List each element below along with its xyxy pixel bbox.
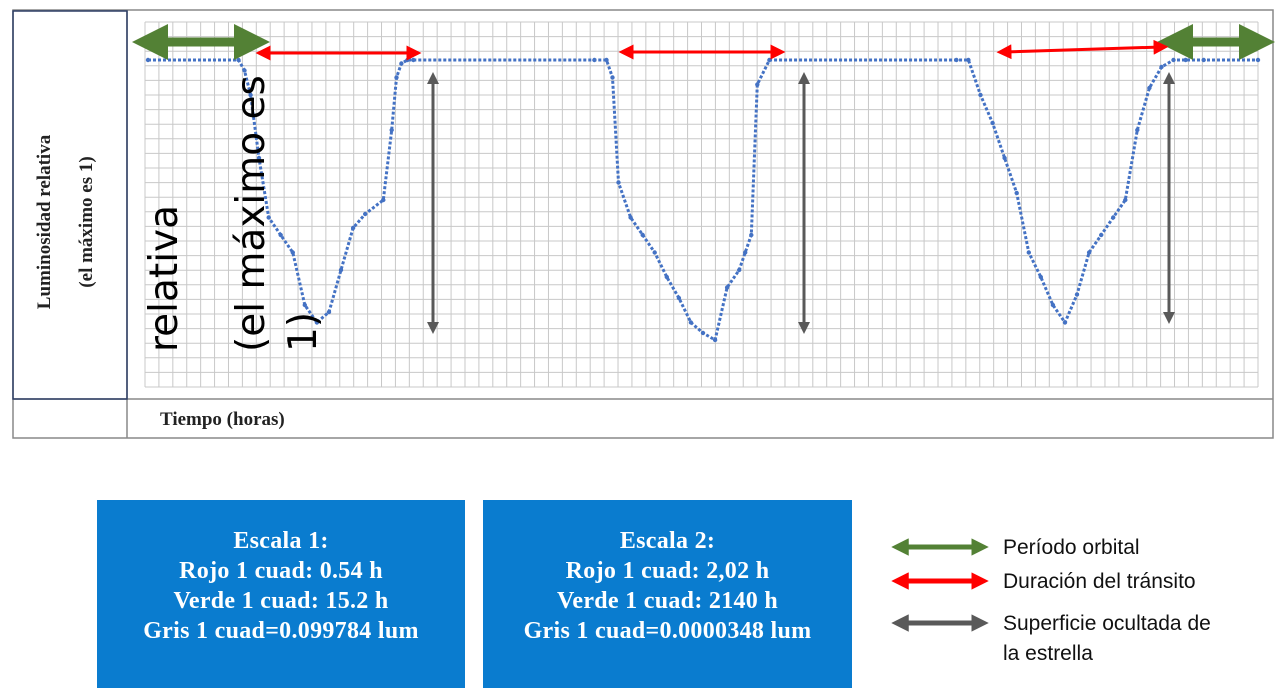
data-point <box>737 267 742 273</box>
data-point <box>1201 57 1206 63</box>
data-point <box>628 215 633 220</box>
data-point <box>236 57 241 63</box>
legend-label-surface: Superficie ocultada de <box>1003 612 1211 635</box>
legend-label-surface-2: la estrella <box>1003 642 1093 665</box>
data-point <box>1183 57 1188 63</box>
overlay-text-el-maximo: (el máximo es <box>229 75 274 352</box>
legend-label-transit: Duración del tránsito <box>1003 570 1196 593</box>
legend-label-period: Período orbital <box>1003 536 1140 559</box>
scale-box-2-title: Escala 2: <box>619 528 716 554</box>
data-point <box>990 120 995 126</box>
data-point <box>314 320 320 325</box>
data-point <box>248 92 253 98</box>
overlay-text-1: 1) <box>281 312 326 352</box>
legend-arrows <box>891 538 989 632</box>
overlay-text-relativa: relativa <box>142 205 187 352</box>
data-point <box>755 82 760 87</box>
data-point <box>966 57 971 63</box>
data-point <box>749 232 754 238</box>
data-point <box>1002 155 1007 161</box>
data-point <box>978 92 983 98</box>
data-point <box>290 250 295 255</box>
data-point <box>302 302 307 308</box>
data-point <box>411 57 416 63</box>
data-point <box>1255 57 1261 63</box>
data-point <box>1050 302 1056 308</box>
data-point <box>688 320 694 325</box>
data-point <box>266 215 271 220</box>
data-point <box>338 267 344 273</box>
ylabel-panel <box>12 10 128 400</box>
data-point <box>256 155 262 161</box>
data-point <box>724 285 730 290</box>
scale-box-1-gray: Gris 1 cuad=0.099784 lum <box>143 618 419 644</box>
data-point <box>405 57 410 63</box>
data-point <box>1099 232 1104 238</box>
data-point <box>743 250 748 255</box>
data-point <box>676 295 682 301</box>
ylabel-line1: Luminosidad relativa <box>34 134 55 309</box>
scale-box-1-red: Rojo 1 cuad: 0.54 h <box>179 558 383 584</box>
data-point <box>604 57 609 63</box>
scale-box-2-red: Rojo 1 cuad: 2,02 h <box>565 558 770 584</box>
data-point <box>1062 320 1068 325</box>
xlabel: Tiempo (horas) <box>160 409 285 430</box>
data-point <box>1026 250 1032 255</box>
scale-box-2-gray: Gris 1 cuad=0.0000348 lum <box>523 618 812 644</box>
data-point <box>664 274 669 280</box>
data-point <box>326 309 332 315</box>
data-point <box>242 68 247 73</box>
data-point <box>145 57 151 63</box>
data-point <box>700 330 706 336</box>
scale-box-1: Escala 1: Rojo 1 cuad: 0.54 h Verde 1 cu… <box>97 500 465 688</box>
scale-box-2-green: Verde 1 cuad: 2140 h <box>556 588 779 614</box>
data-point <box>394 75 399 80</box>
data-point <box>616 180 621 185</box>
scale-box-1-green: Verde 1 cuad: 15.2 h <box>173 588 389 614</box>
data-point <box>1135 127 1140 133</box>
data-point <box>363 211 368 217</box>
data-point <box>767 57 772 63</box>
data-point <box>592 57 597 63</box>
data-point <box>1147 85 1152 91</box>
ylabel-line2: (el máximo es 1) <box>76 156 97 287</box>
data-point <box>1074 292 1080 297</box>
data-point <box>610 75 615 80</box>
data-point <box>712 337 718 343</box>
data-point <box>1014 190 1019 196</box>
chart-outer-frame <box>12 9 1274 439</box>
data-point <box>652 250 657 255</box>
data-point <box>399 61 404 66</box>
data-point <box>954 57 959 63</box>
transit-arrow-3 <box>996 39 1169 60</box>
data-point <box>640 232 645 238</box>
scale-box-2: Escala 2: Rojo 1 cuad: 2,02 h Verde 1 cu… <box>483 500 852 688</box>
data-point <box>350 225 356 231</box>
data-point <box>1123 197 1128 203</box>
light-curve-line <box>148 58 1258 342</box>
data-point <box>1086 250 1092 255</box>
data-point <box>278 232 283 238</box>
data-point <box>1159 64 1164 70</box>
light-curve-chart: Luminosidad relativa (el máximo es 1) Ti… <box>12 9 1275 439</box>
data-point <box>381 197 386 203</box>
scale-box-1-title: Escala 1: <box>233 528 329 554</box>
data-point <box>1038 274 1044 280</box>
plot-grid <box>144 21 1259 388</box>
data-point <box>1111 215 1116 220</box>
light-curve-series <box>145 57 1261 343</box>
data-point <box>1171 57 1176 63</box>
data-point <box>389 127 394 133</box>
